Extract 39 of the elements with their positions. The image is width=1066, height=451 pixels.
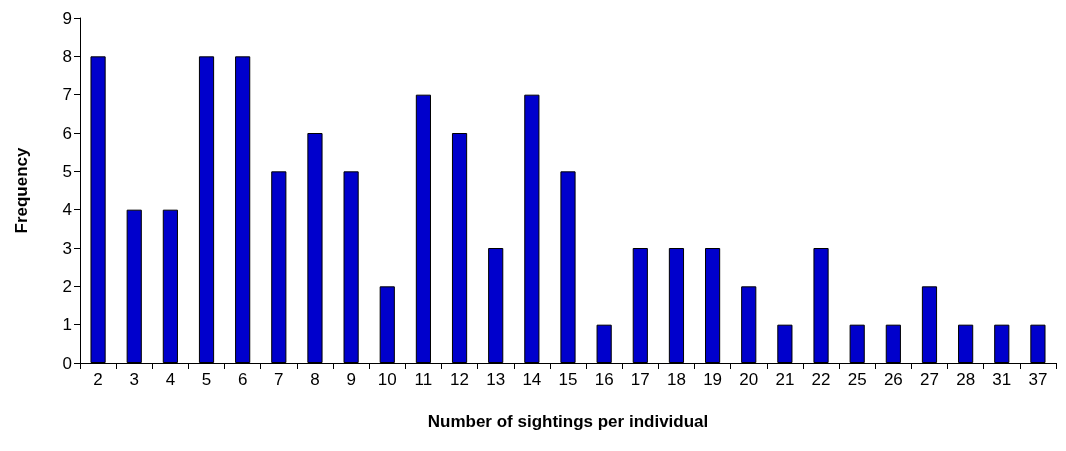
x-tick-label: 27 (920, 370, 939, 389)
x-tick-label: 6 (237, 370, 248, 389)
y-tick-label: 4 (62, 200, 72, 220)
x-tick-label: 28 (956, 370, 976, 389)
y-tick-label: 6 (62, 123, 72, 143)
x-tick-label: 9 (346, 370, 356, 389)
y-tick-label: 3 (62, 238, 72, 258)
x-tick-label: 7 (274, 370, 284, 389)
x-tick-label: 17 (630, 370, 650, 389)
x-tick-label: 8 (310, 370, 320, 389)
x-tick-label: 16 (594, 370, 614, 389)
x-tick-label: 10 (377, 370, 397, 389)
x-tick-label: 3 (129, 370, 139, 389)
y-tick-label: 0 (62, 353, 72, 373)
x-tick-label: 31 (992, 370, 1012, 389)
x-tick-label: 37 (1028, 370, 1048, 389)
y-tick-label: 9 (62, 8, 72, 28)
y-tick-label: 1 (62, 315, 72, 335)
x-tick-label: 21 (775, 370, 795, 389)
x-tick-label: 25 (847, 370, 867, 389)
y-tick-label: 7 (62, 85, 72, 105)
x-tick-label: 4 (165, 370, 176, 389)
x-tick-label: 2 (93, 370, 103, 389)
x-tick-label: 26 (883, 370, 903, 389)
y-tick-label: 2 (62, 276, 72, 296)
x-tick-label: 5 (201, 370, 212, 389)
x-tick-label: 18 (666, 370, 686, 389)
y-axis-title: Frequency (12, 146, 31, 234)
x-tick-label: 19 (703, 370, 723, 389)
x-tick-label: 22 (811, 370, 831, 389)
x-tick-label: 14 (522, 370, 542, 389)
x-axis-title: Number of sightings per individual (427, 412, 709, 431)
y-tick-label: 8 (62, 46, 72, 66)
x-tick-label: 12 (450, 370, 470, 389)
x-tick-label: 20 (739, 370, 759, 389)
x-tick-label: 15 (558, 370, 578, 389)
x-tick-label: 11 (414, 370, 433, 389)
y-tick-label: 5 (62, 161, 72, 181)
x-tick-label: 13 (486, 370, 506, 389)
